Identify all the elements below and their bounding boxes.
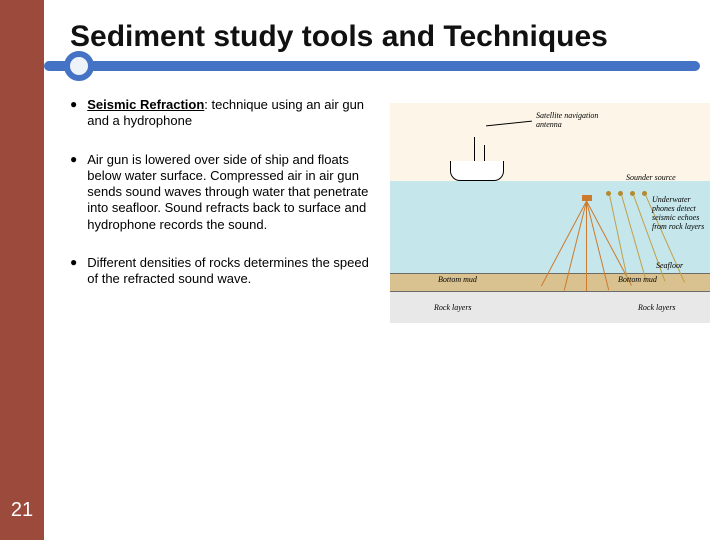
bullet-text: Air gun is lowered over side of ship and… bbox=[87, 152, 380, 233]
bullet-text: Seismic Refraction: technique using an a… bbox=[87, 97, 380, 130]
underline-circle bbox=[64, 51, 94, 81]
label-sounder: Sounder source bbox=[626, 173, 676, 182]
ship-icon bbox=[450, 161, 504, 181]
bullet-dot-icon: ● bbox=[70, 97, 77, 130]
bullet-list: ● Seismic Refraction: technique using an… bbox=[70, 97, 380, 323]
label-seafloor: Seafloor bbox=[656, 261, 683, 270]
slide-sidebar: 21 bbox=[0, 0, 44, 540]
title-underline bbox=[70, 61, 710, 83]
ship-antenna-icon bbox=[484, 145, 485, 161]
label-rock-left: Rock layers bbox=[434, 303, 472, 312]
label-mud-right: Bottom mud bbox=[618, 275, 657, 284]
bullet-dot-icon: ● bbox=[70, 152, 77, 233]
label-rock-right: Rock layers bbox=[638, 303, 676, 312]
label-mud-left: Bottom mud bbox=[438, 275, 477, 284]
slide-content: Sediment study tools and Techniques ● Se… bbox=[44, 0, 720, 540]
bullet-item: ● Air gun is lowered over side of ship a… bbox=[70, 152, 380, 233]
slide-title: Sediment study tools and Techniques bbox=[70, 20, 710, 53]
label-satellite: Satellite navigation antenna bbox=[536, 111, 606, 129]
seismic-diagram: Satellite navigation antenna Sounder sou… bbox=[390, 103, 710, 323]
seismic-beam-down bbox=[586, 201, 587, 291]
bullet-item: ● Different densities of rocks determine… bbox=[70, 255, 380, 288]
label-phones: Underwater phones detect seismic echoes … bbox=[652, 195, 710, 231]
ship-mast-icon bbox=[474, 137, 475, 161]
underline-bar bbox=[44, 61, 700, 71]
bullet-item: ● Seismic Refraction: technique using an… bbox=[70, 97, 380, 130]
body-columns: ● Seismic Refraction: technique using an… bbox=[70, 97, 710, 323]
bullet-dot-icon: ● bbox=[70, 255, 77, 288]
bullet-text: Different densities of rocks determines … bbox=[87, 255, 380, 288]
page-number: 21 bbox=[0, 499, 44, 522]
